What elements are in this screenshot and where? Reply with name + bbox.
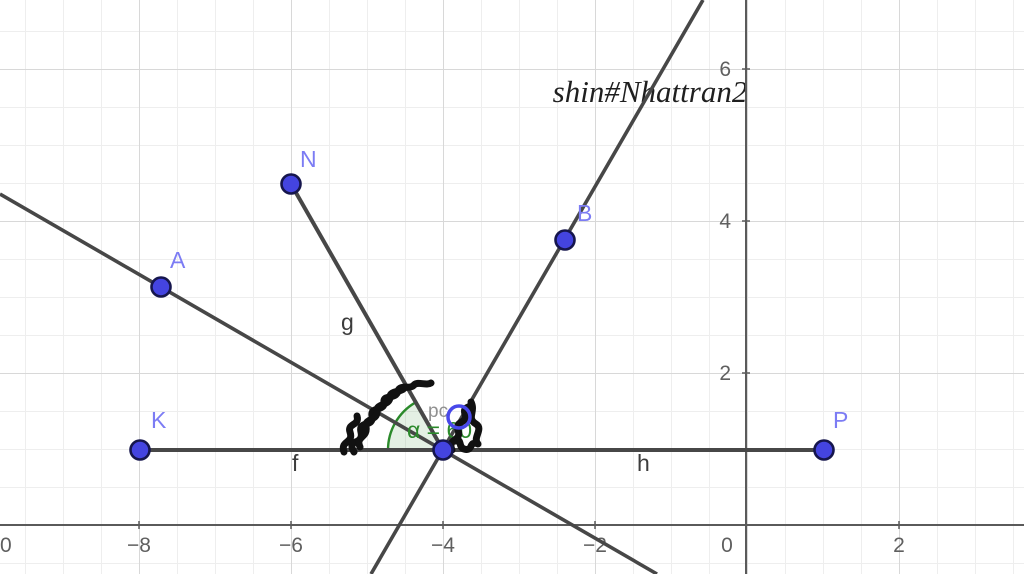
y-tick-4: 4 <box>719 210 731 233</box>
point-K[interactable] <box>129 439 151 461</box>
line-through-A-O[interactable] <box>0 192 658 574</box>
point-label-B: B <box>577 200 592 226</box>
y-tick-2: 2 <box>719 362 731 385</box>
points-group <box>129 173 835 461</box>
blue-ring-annotation[interactable] <box>446 404 472 430</box>
segment-label-h: h <box>637 450 650 476</box>
gray-annotation-text: pc <box>428 401 448 422</box>
y-tick-6: 6 <box>719 58 731 81</box>
point-P[interactable] <box>813 439 835 461</box>
point-label-K: K <box>151 407 167 433</box>
point-O-vertex[interactable] <box>432 439 454 461</box>
axis-tick-marks <box>138 68 900 529</box>
x-tick-0: 0 <box>721 534 733 557</box>
point-label-N: N <box>300 146 317 172</box>
segment-g-N-to-O[interactable] <box>289 183 445 451</box>
line-through-B-O[interactable] <box>369 0 705 574</box>
segment-label-g: g <box>341 309 354 335</box>
x-tick--4: −4 <box>431 534 455 557</box>
x-tick--6: −6 <box>279 534 303 557</box>
x-tick-clipped: 0 <box>0 534 12 557</box>
point-N[interactable] <box>280 173 302 195</box>
point-label-P: P <box>833 407 848 433</box>
segment-label-f: f <box>292 450 299 476</box>
x-tick--8: −8 <box>127 534 151 557</box>
point-label-A: A <box>170 247 186 273</box>
x-tick-2: 2 <box>893 534 905 557</box>
point-A[interactable] <box>150 276 172 298</box>
point-B[interactable] <box>554 229 576 251</box>
